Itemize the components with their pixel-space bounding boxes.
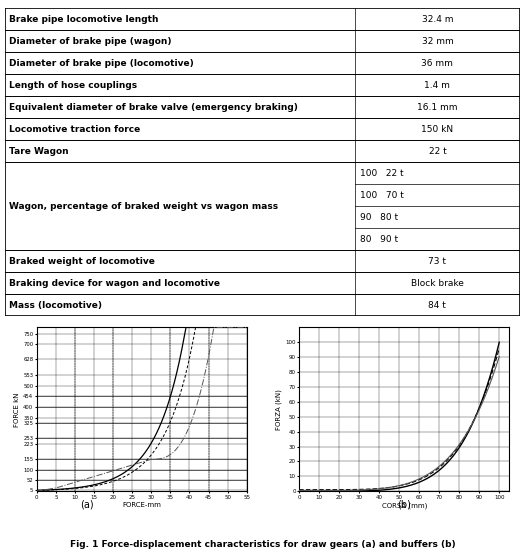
Text: 73 t: 73 t <box>428 257 446 266</box>
Text: Braked weight of locomotive: Braked weight of locomotive <box>9 257 155 266</box>
Text: 100   70 t: 100 70 t <box>360 191 404 200</box>
Text: Braking device for wagon and locomotive: Braking device for wagon and locomotive <box>9 279 220 288</box>
Text: 150 kN: 150 kN <box>422 125 454 134</box>
Y-axis label: FORZA (kN): FORZA (kN) <box>276 389 282 430</box>
X-axis label: CORSA (mm): CORSA (mm) <box>382 502 427 509</box>
Text: 36 mm: 36 mm <box>422 59 454 68</box>
Text: 32.4 m: 32.4 m <box>422 15 453 24</box>
Text: Diameter of brake pipe (locomotive): Diameter of brake pipe (locomotive) <box>9 59 194 68</box>
Text: Fig. 1 Force-displacement characteristics for draw gears (a) and buffers (b): Fig. 1 Force-displacement characteristic… <box>70 541 455 549</box>
Text: Wagon, percentage of braked weight vs wagon mass: Wagon, percentage of braked weight vs wa… <box>9 202 278 211</box>
Text: 32 mm: 32 mm <box>422 37 453 46</box>
Text: 22 t: 22 t <box>428 147 446 156</box>
Text: 16.1 mm: 16.1 mm <box>417 103 458 112</box>
Text: 1.4 m: 1.4 m <box>425 81 450 90</box>
Text: Locomotive traction force: Locomotive traction force <box>9 125 141 134</box>
Text: Tare Wagon: Tare Wagon <box>9 147 69 156</box>
Text: 90   80 t: 90 80 t <box>360 213 398 222</box>
Text: Equivalent diameter of brake valve (emergency braking): Equivalent diameter of brake valve (emer… <box>9 103 298 112</box>
Text: (b): (b) <box>397 500 411 510</box>
Text: Brake pipe locomotive length: Brake pipe locomotive length <box>9 15 159 24</box>
Text: 80   90 t: 80 90 t <box>360 235 398 244</box>
Text: Mass (locomotive): Mass (locomotive) <box>9 301 102 310</box>
Text: Diameter of brake pipe (wagon): Diameter of brake pipe (wagon) <box>9 37 172 46</box>
Text: Block brake: Block brake <box>411 279 464 288</box>
Y-axis label: FORCE kN: FORCE kN <box>14 392 20 427</box>
Text: Length of hose couplings: Length of hose couplings <box>9 81 138 90</box>
Text: (a): (a) <box>80 500 93 510</box>
Text: 100   22 t: 100 22 t <box>360 169 404 178</box>
X-axis label: FORCE-mm: FORCE-mm <box>122 502 161 508</box>
Text: 84 t: 84 t <box>428 301 446 310</box>
